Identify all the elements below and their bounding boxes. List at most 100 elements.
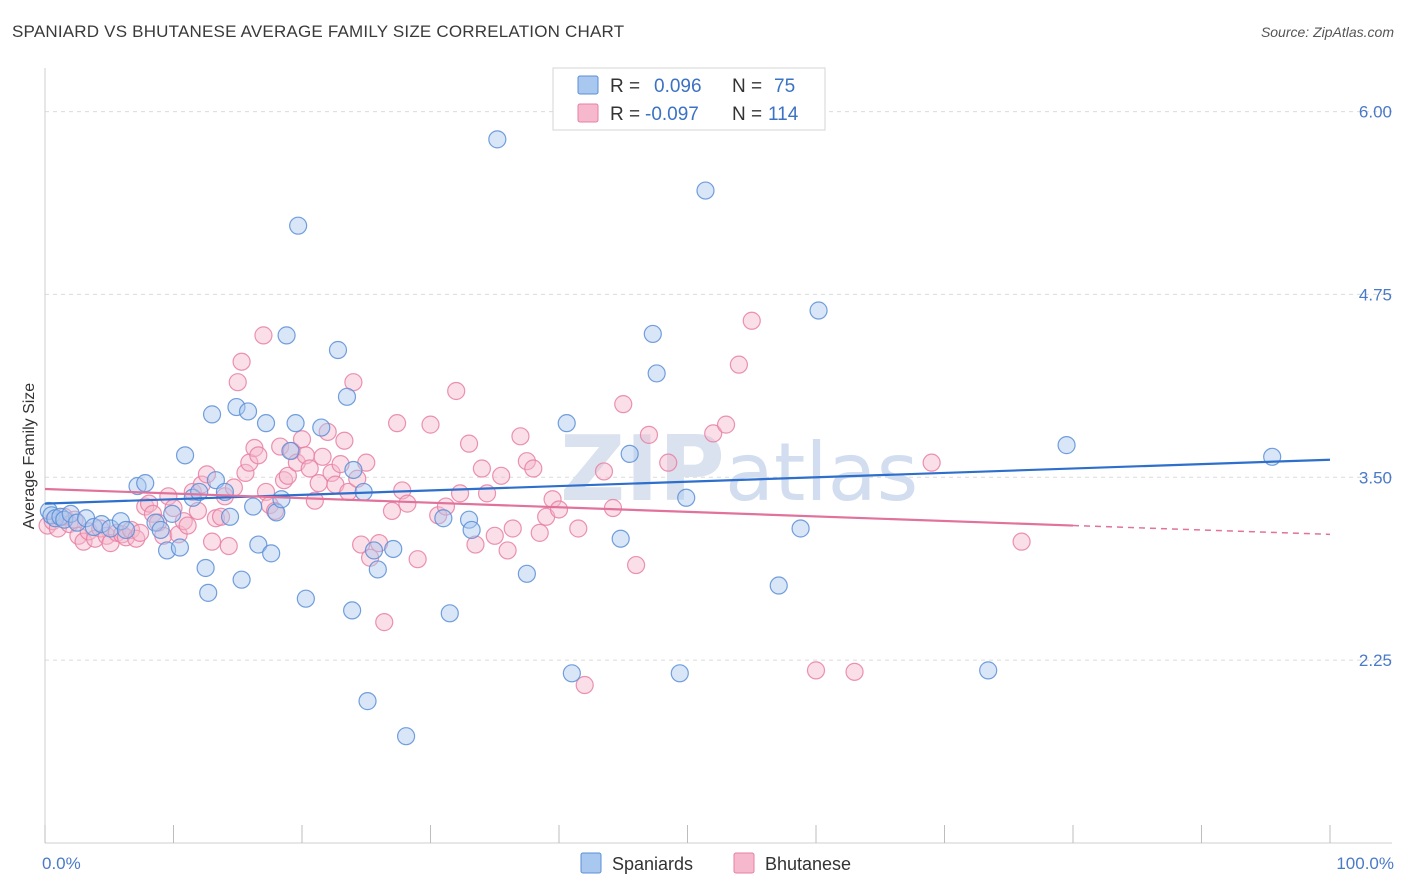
data-point-spaniards [434, 509, 453, 528]
data-point-bhutanese [192, 475, 211, 494]
data-point-bhutanese [472, 459, 491, 478]
legend-n-value-bhutanese: 114 [768, 104, 799, 125]
data-point-spaniards [244, 497, 263, 516]
data-point-bhutanese [704, 424, 723, 443]
data-point-spaniards [68, 513, 87, 532]
data-point-bhutanese [219, 536, 238, 556]
data-point-spaniards [358, 692, 377, 711]
data-point-spaniards [791, 519, 810, 538]
data-point-bhutanese [459, 434, 479, 453]
data-point-spaniards [620, 444, 639, 463]
data-point-spaniards [562, 664, 581, 683]
data-point-spaniards [462, 520, 481, 540]
data-point-bhutanese [300, 459, 319, 478]
data-point-spaniards [296, 589, 315, 608]
data-point-spaniards [256, 414, 276, 433]
data-point-bhutanese [313, 447, 332, 466]
bottom-legend-label-bhutanese: Bhutanese [765, 854, 851, 874]
data-point-spaniards [151, 520, 170, 540]
data-point-spaniards [611, 529, 630, 548]
data-point-spaniards [517, 564, 536, 583]
data-point-bhutanese [626, 555, 646, 575]
data-point-spaniards [163, 504, 182, 523]
data-point-bhutanese [503, 519, 522, 538]
data-point-bhutanese [74, 532, 93, 551]
data-point-spaniards [232, 570, 251, 589]
watermark: ZIP atlas [560, 417, 918, 522]
data-point-spaniards [101, 519, 120, 538]
data-point-bhutanese [450, 484, 470, 503]
data-point-bhutanese [178, 516, 197, 535]
legend-r-value-bhutanese: -0.097 [645, 104, 699, 125]
data-point-spaniards [809, 301, 828, 320]
data-point-spaniards [344, 460, 363, 480]
data-point-spaniards [696, 181, 715, 200]
bottom-legend-swatch-bhutanese [733, 852, 755, 874]
data-point-bhutanese [639, 425, 659, 444]
data-point-bhutanese [569, 519, 588, 538]
data-point-bhutanese [236, 463, 255, 482]
bottom-legend-swatch-spaniards [580, 852, 602, 874]
legend-n-value-spaniards: 75 [774, 76, 795, 97]
data-point-spaniards [289, 216, 308, 235]
data-point-spaniards [286, 414, 305, 433]
chart-title: SPANIARD VS BHUTANESE AVERAGE FAMILY SIZ… [12, 22, 625, 41]
data-point-bhutanese [498, 541, 517, 560]
source-label: Source: ZipAtlas.com [1260, 24, 1394, 40]
data-point-spaniards [440, 604, 459, 623]
grid-layer [45, 111, 1392, 661]
data-point-spaniards [199, 583, 218, 602]
bottom-legend: Spaniards Bhutanese [580, 852, 851, 874]
data-point-bhutanese [517, 452, 536, 471]
trend-layer [44, 458, 1331, 536]
legend-swatch-spaniards [577, 75, 599, 95]
data-point-bhutanese [466, 535, 485, 554]
data-point-spaniards [175, 446, 195, 465]
data-point-bhutanese [271, 437, 290, 456]
data-point-bhutanese [716, 415, 736, 434]
data-point-bhutanese [485, 526, 504, 545]
y-axis-label: Average Family Size [21, 383, 38, 530]
data-point-bhutanese [845, 662, 864, 681]
data-point-spaniards [677, 488, 696, 507]
data-point-bhutanese [421, 415, 440, 434]
data-point-spaniards [384, 539, 403, 559]
watermark-atlas: atlas [725, 426, 918, 519]
data-point-bhutanese [806, 661, 826, 680]
data-point-bhutanese [197, 465, 217, 484]
data-point-spaniards [116, 520, 136, 540]
data-point-spaniards [979, 661, 998, 680]
data-point-bhutanese [729, 355, 749, 374]
legend-n-label-bhutanese: N = [732, 104, 762, 125]
data-point-bhutanese [922, 453, 941, 472]
points-layer [38, 130, 1282, 746]
data-point-bhutanese [398, 494, 417, 513]
legend-swatch-bhutanese [577, 103, 599, 123]
data-point-spaniards [647, 364, 666, 383]
legend-box: R = 0.096 N = 75 R = -0.097 N = 114 [552, 67, 826, 131]
data-point-bhutanese [382, 501, 402, 521]
x-tick-label: 0.0% [42, 854, 81, 873]
data-point-spaniards [312, 418, 331, 437]
data-point-spaniards [202, 405, 222, 424]
data-point-spaniards [337, 387, 357, 406]
data-point-bhutanese [594, 462, 614, 481]
data-point-spaniards [220, 507, 240, 526]
data-point-bhutanese [524, 459, 543, 478]
y-tick-label: 3.50 [1359, 468, 1392, 487]
data-point-bhutanese [249, 446, 268, 465]
data-point-spaniards [670, 664, 689, 683]
data-point-spaniards [343, 601, 362, 620]
data-point-bhutanese [742, 311, 761, 330]
data-point-bhutanese [1012, 532, 1031, 551]
data-point-spaniards [111, 512, 130, 531]
legend-r-label-spaniards: R = [610, 76, 640, 97]
data-point-bhutanese [305, 491, 324, 510]
data-point-bhutanese [549, 500, 569, 519]
data-point-spaniards [368, 560, 387, 579]
legend-r-label-bhutanese: R = [610, 104, 640, 125]
x-tick-label: 100.0% [1336, 854, 1394, 873]
data-point-spaniards [643, 324, 662, 344]
data-point-bhutanese [202, 532, 222, 551]
data-point-bhutanese [254, 326, 273, 345]
